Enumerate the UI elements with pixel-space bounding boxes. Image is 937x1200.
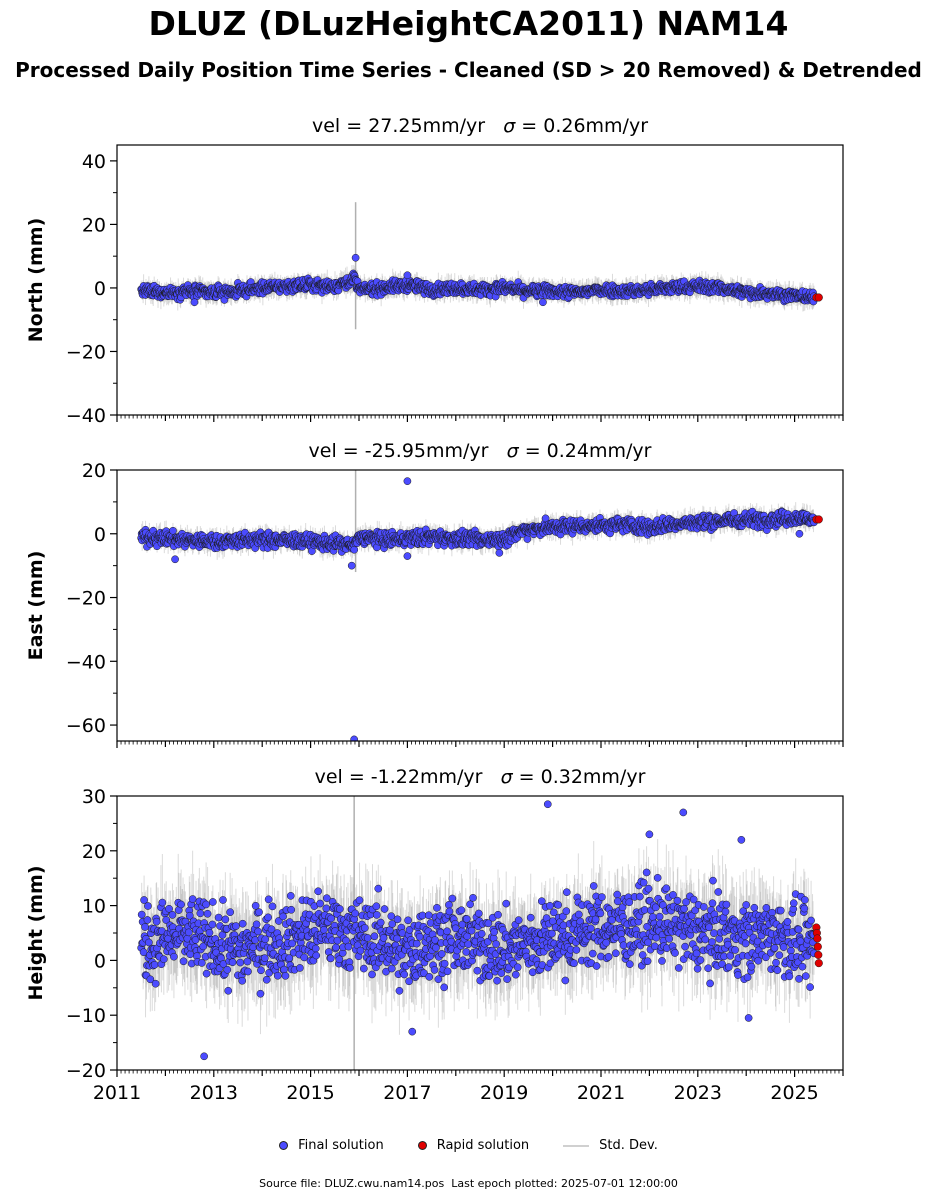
- chart-title: DLUZ (DLuzHeightCA2011) NAM14: [148, 4, 789, 43]
- rapid-point: [814, 293, 823, 302]
- std-dev-bars-north: [140, 202, 815, 330]
- panel-north: −40 −20 0 20 40 vel = 27.25mm/yr σ = 0.26mm/y…: [25, 115, 844, 427]
- final-point: [351, 253, 360, 262]
- final-point: [403, 271, 412, 280]
- final-point: [190, 298, 199, 307]
- x-axis-north: [116, 415, 844, 422]
- y-axis-north: −40 −20 0 20 40: [66, 151, 117, 427]
- plot-area-north: [137, 202, 823, 330]
- panel-title-north: vel = 27.25mm/yr σ = 0.26mm/yr: [312, 115, 648, 137]
- final-point: [169, 526, 177, 535]
- final-points-east: [137, 477, 818, 741]
- y-tick-label: 20: [82, 214, 106, 236]
- y-tick-label: 0: [94, 278, 106, 300]
- y-tick-label: −20: [66, 341, 106, 363]
- rapid-points-north: [812, 293, 823, 302]
- y-axis-label-north: North (mm): [25, 218, 47, 343]
- final-point: [350, 545, 359, 554]
- y-tick-label: 40: [82, 151, 106, 173]
- y-tick-label: −40: [66, 405, 106, 427]
- final-point: [539, 298, 547, 307]
- chart-subtitle: Processed Daily Position Time Series - C…: [15, 58, 922, 82]
- final-points-north: [137, 253, 818, 307]
- plot-area-east: [137, 470, 823, 741]
